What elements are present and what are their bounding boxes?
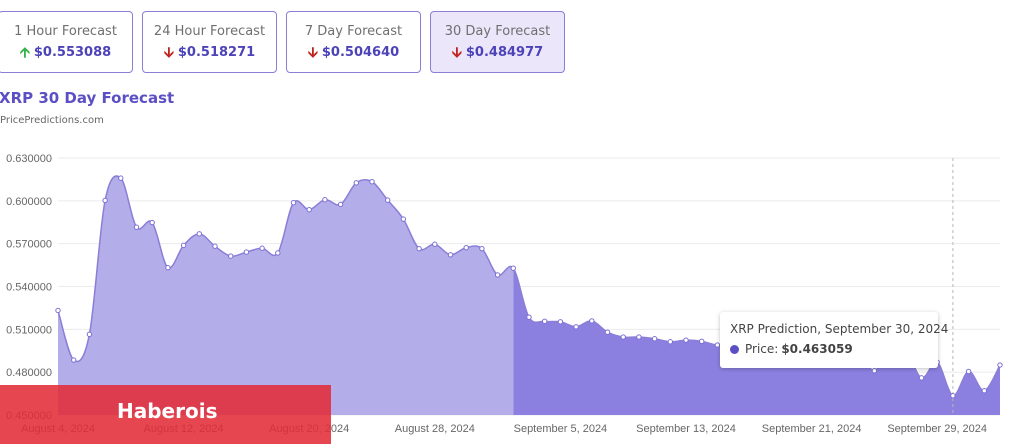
data-point [306,206,312,213]
data-point [212,243,218,249]
data-point [965,368,972,375]
tooltip-value: $0.463059 [781,342,853,356]
data-point [353,180,359,186]
x-tick-label: August 28, 2024 [395,423,475,435]
data-point [950,393,956,399]
y-tick-label: 0.450000 [6,410,52,422]
data-point [71,357,77,363]
data-point [55,307,61,314]
tab-label: 30 Day Forecast [444,24,551,39]
data-point [118,175,124,181]
tab-1-hour-forecast[interactable]: 1 Hour Forecast 🡩 $0.553088 [0,11,133,73]
forecast-tabs: 1 Hour Forecast 🡩 $0.553088 24 Hour Fore… [0,11,565,73]
chart-tooltip: XRP Prediction, September 30, 2024 Price… [720,312,949,368]
y-tick-label: 0.480000 [6,367,52,379]
x-tick-label: September 29, 2024 [887,423,987,435]
data-point [651,336,658,342]
data-point [259,245,265,251]
data-point [604,329,611,335]
history-area [58,176,514,415]
data-point [447,252,454,258]
y-tick-label: 0.570000 [6,239,52,251]
tab-value: 🡩 $0.553088 [20,45,111,60]
chart-title: XRP 30 Day Forecast [0,89,175,107]
tab-24-hour-forecast[interactable]: 24 Hour Forecast 🡫 $0.518271 [142,11,277,73]
data-point [322,196,328,203]
arrow-down-icon: 🡫 [307,44,318,61]
tooltip-title: XRP Prediction, September 30, 2024 [730,322,949,336]
data-point [102,197,108,204]
data-point [557,319,564,325]
arrow-down-icon: 🡫 [163,44,174,61]
data-point [416,245,422,252]
x-tick-label: August 12, 2024 [144,423,224,435]
data-point [636,334,642,340]
tooltip-row: Price: $0.463059 [730,342,928,356]
data-point [981,388,987,394]
chart-subtitle: PricePredictions.com [0,115,104,126]
tab-value: 🡫 $0.518271 [164,45,255,60]
data-point [228,253,234,259]
x-tick-label: August 4, 2024 [21,423,95,435]
forecast-price: $0.484977 [465,45,544,60]
y-tick-label: 0.600000 [6,196,52,208]
x-tick-label: September 5, 2024 [514,423,608,435]
data-point [133,224,140,230]
data-point [463,244,469,251]
series-dot-icon [730,344,739,354]
forecast-area [513,268,1000,415]
x-axis-ticks: August 4, 2024 August 12, 2024 August 20, … [21,423,987,435]
data-point [149,219,155,226]
data-point [479,245,485,252]
data-point [180,242,187,249]
data-point [997,362,1003,368]
y-tick-label: 0.510000 [6,324,52,336]
tab-value: 🡫 $0.504640 [308,45,399,60]
tab-label: 1 Hour Forecast [14,24,117,39]
y-tick-label: 0.540000 [6,282,52,294]
x-tick-label: August 20, 2024 [269,423,349,435]
data-point [714,342,721,348]
data-point [510,265,516,271]
tab-label: 24 Hour Forecast [153,24,266,39]
data-point [542,318,548,325]
data-point [275,250,281,256]
data-point [573,324,579,330]
data-point [290,199,297,206]
data-point [432,241,438,247]
forecast-price: $0.518271 [177,45,256,60]
data-point [620,334,626,340]
data-point [337,201,344,208]
data-point [494,272,501,278]
data-point [196,231,203,237]
tooltip-label: Price: [745,342,779,356]
chart-areas [58,176,1000,415]
data-point [243,249,250,255]
data-point [165,264,171,271]
data-point [667,339,673,345]
data-point [400,216,407,222]
x-tick-label: September 21, 2024 [762,423,862,435]
tab-value: 🡫 $0.484977 [452,45,543,60]
y-axis-ticks: 0.450000 0.480000 0.510000 0.540000 0.570000… [6,153,52,422]
forecast-price: $0.504640 [321,45,400,60]
tab-7-day-forecast[interactable]: 7 Day Forecast 🡫 $0.504640 [286,11,421,73]
x-tick-label: September 13, 2024 [636,423,736,435]
tab-30-day-forecast[interactable]: 30 Day Forecast 🡫 $0.484977 [430,11,565,73]
data-point [526,314,532,320]
arrow-down-icon: 🡫 [451,44,462,61]
tab-label: 7 Day Forecast [304,24,403,39]
data-point [683,337,689,343]
data-point [918,375,925,381]
data-point [86,331,93,338]
data-point [385,197,391,203]
forecast-price: $0.553088 [33,45,112,60]
data-point [369,179,375,185]
data-point [589,318,595,324]
data-point [871,368,878,374]
arrow-up-icon: 🡩 [19,44,30,61]
y-tick-label: 0.630000 [6,153,52,165]
data-point [699,338,705,345]
